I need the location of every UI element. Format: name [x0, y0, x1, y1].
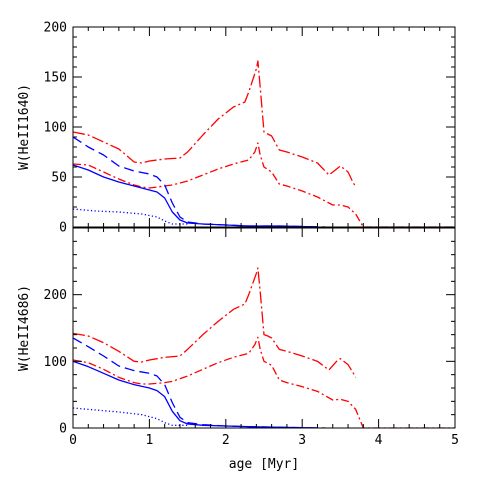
- x-tick-label: 4: [375, 433, 383, 448]
- y-tick-label: 50: [51, 171, 67, 186]
- x-tick-label: 5: [451, 433, 459, 448]
- series-group: [73, 60, 455, 227]
- panel-heii1640: 0 50 100 150 200 W(HeII1640): [17, 21, 456, 236]
- y-tick-label: 200: [44, 288, 67, 303]
- series-line-5-dotted: [73, 407, 188, 426]
- series-line-4-solid: [73, 164, 318, 227]
- x-tick-label: 1: [145, 433, 153, 448]
- x-tick-label: 0: [69, 433, 77, 448]
- series-line-2-dashdot: [73, 142, 455, 227]
- series-line-3-longdash: [73, 337, 326, 428]
- y-tick-label: 0: [59, 221, 67, 236]
- y-tick-label: 0: [59, 422, 67, 437]
- y-tick-label: 100: [44, 121, 67, 136]
- series-line-2-dashdot: [73, 336, 455, 428]
- series-line-1-dashdot-long: [73, 267, 357, 378]
- x-axis-title: age [Myr]: [229, 457, 299, 472]
- series-line-4-solid: [73, 360, 318, 428]
- y-tick-label: 150: [44, 71, 67, 86]
- series-line-3-longdash: [73, 136, 326, 227]
- panel-heii4686: 0 100 200 0 1 2 3 4 5 W(HeII4686) age [Myr]: [17, 227, 459, 472]
- x-tick-label: 2: [222, 433, 230, 448]
- plot-frame: [72, 227, 456, 429]
- series-line-1-dashdot-long: [73, 60, 357, 188]
- series-line-5-dotted: [73, 208, 188, 225]
- x-tick-label: 3: [298, 433, 306, 448]
- series-group: [73, 267, 455, 428]
- y-axis-title: W(HeII1640): [17, 84, 32, 170]
- y-tick-label: 200: [44, 21, 67, 36]
- y-axis-title: W(HeII4686): [17, 285, 32, 371]
- y-tick-label: 100: [44, 355, 67, 370]
